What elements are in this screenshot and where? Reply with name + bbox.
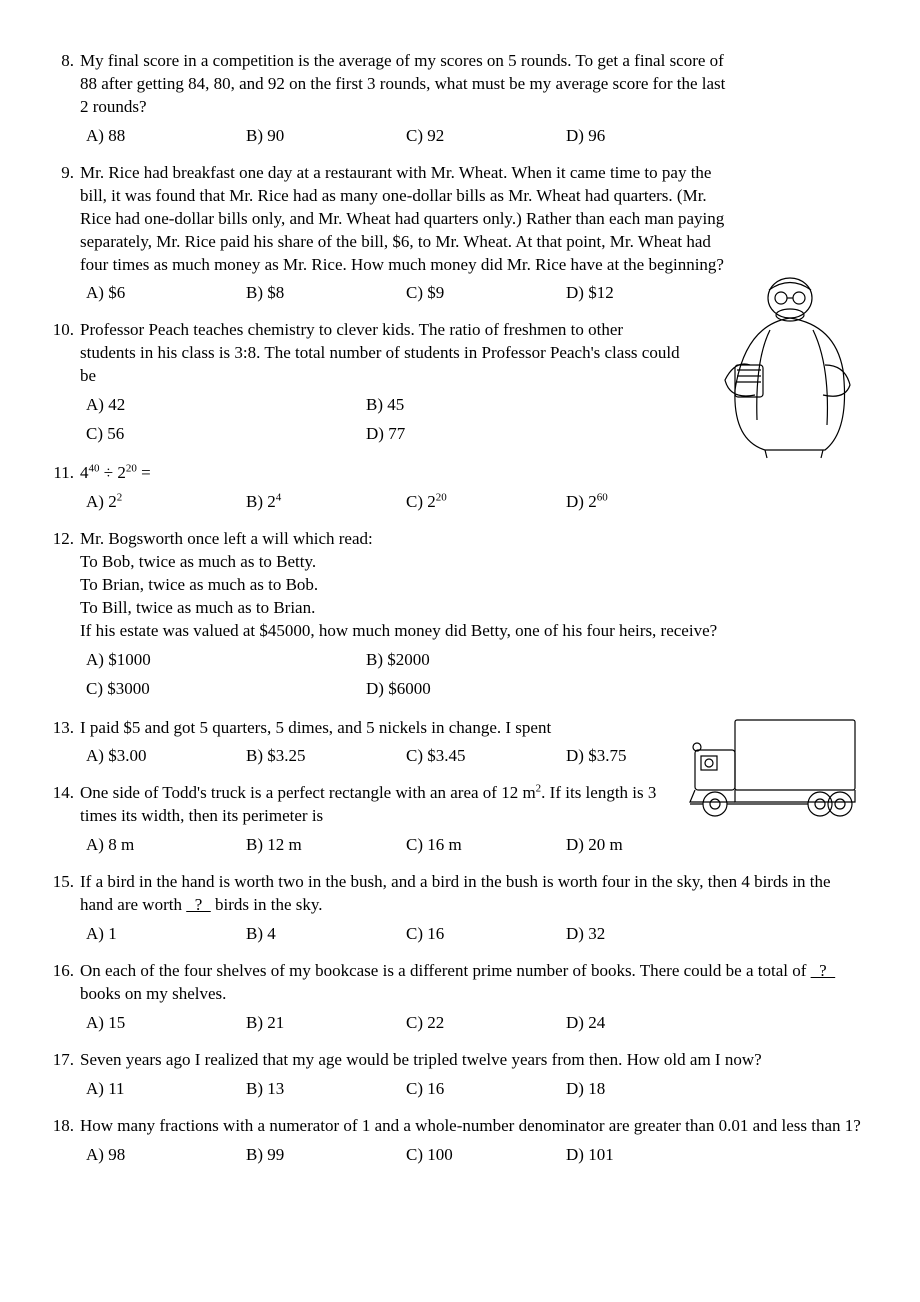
answer-choices: A) 11 B) 13 C) 16 D) 18 (80, 1078, 865, 1101)
choice-a: A) 1 (86, 923, 246, 946)
choice-b: B) 4 (246, 923, 406, 946)
question-18: 18. How many fractions with a numerator … (50, 1115, 865, 1171)
text-line: Mr. Bogsworth once left a will which rea… (80, 528, 865, 551)
choice-d: D) 20 m (566, 834, 726, 857)
question-number: 13. (50, 717, 80, 740)
text-line: To Bill, twice as much as to Brian. (80, 597, 865, 620)
question-11: 11. 440 ÷ 220 = A) 22 B) 24 C) 220 D) 26… (50, 462, 865, 518)
question-text: 440 ÷ 220 = (80, 462, 865, 485)
choice-a: A) 11 (86, 1078, 246, 1101)
question-text: On each of the four shelves of my bookca… (80, 960, 865, 1006)
answer-choices: A) 1 B) 4 C) 16 D) 32 (80, 923, 865, 946)
question-number: 9. (50, 162, 80, 185)
choice-a: A) 98 (86, 1144, 246, 1167)
choice-a: A) 8 m (86, 834, 246, 857)
question-number: 11. (50, 462, 80, 485)
choice-d: D) 18 (566, 1078, 726, 1101)
question-text: My final score in a competition is the a… (80, 50, 726, 119)
question-number: 17. (50, 1049, 80, 1072)
choice-b: B) $8 (246, 282, 406, 305)
answer-choices: A) $3.00 B) $3.25 C) $3.45 D) $3.75 (80, 745, 726, 768)
choice-b: B) 24 (246, 491, 406, 514)
choice-c: C) 220 (406, 491, 566, 514)
choice-a: A) 88 (86, 125, 246, 148)
choice-a: A) 42 (86, 394, 366, 417)
question-text: One side of Todd's truck is a perfect re… (80, 782, 660, 828)
choice-c: C) 16 (406, 923, 566, 946)
choice-d: D) $3.75 (566, 745, 726, 768)
choice-a: A) $3.00 (86, 745, 246, 768)
choice-b: B) $2000 (366, 649, 646, 672)
text-line: To Brian, twice as much as to Bob. (80, 574, 865, 597)
choice-b: B) 21 (246, 1012, 406, 1035)
choice-d: D) $12 (566, 282, 726, 305)
choice-c: C) $9 (406, 282, 566, 305)
question-text: How many fractions with a numerator of 1… (80, 1115, 865, 1138)
question-17: 17. Seven years ago I realized that my a… (50, 1049, 865, 1105)
choice-b: B) 99 (246, 1144, 406, 1167)
choice-d: D) 32 (566, 923, 726, 946)
choice-b: B) 45 (366, 394, 646, 417)
question-15: 15. If a bird in the hand is worth two i… (50, 871, 865, 950)
choice-c: C) 16 m (406, 834, 566, 857)
text-line: If his estate was valued at $45000, how … (80, 620, 865, 643)
question-16: 16. On each of the four shelves of my bo… (50, 960, 865, 1039)
question-number: 8. (50, 50, 80, 73)
choice-a: A) $6 (86, 282, 246, 305)
question-text: I paid $5 and got 5 quarters, 5 dimes, a… (80, 717, 726, 740)
choice-a: A) 15 (86, 1012, 246, 1035)
choice-b: B) 12 m (246, 834, 406, 857)
question-text: Mr. Bogsworth once left a will which rea… (80, 528, 865, 643)
question-number: 14. (50, 782, 80, 805)
choice-d: D) 77 (366, 423, 646, 446)
choice-a: A) $1000 (86, 649, 366, 672)
answer-choices: A) 42 B) 45 C) 56 D) 77 (80, 394, 685, 446)
question-number: 18. (50, 1115, 80, 1138)
answer-choices: A) 8 m B) 12 m C) 16 m D) 20 m (80, 834, 726, 857)
question-text: Mr. Rice had breakfast one day at a rest… (80, 162, 726, 277)
choice-b: B) 13 (246, 1078, 406, 1101)
question-number: 15. (50, 871, 80, 894)
choice-a: A) 22 (86, 491, 246, 514)
answer-choices: A) 98 B) 99 C) 100 D) 101 (80, 1144, 865, 1167)
text-line: To Bob, twice as much as to Betty. (80, 551, 865, 574)
choice-b: B) 90 (246, 125, 406, 148)
answer-choices: A) 22 B) 24 C) 220 D) 260 (80, 491, 865, 514)
question-8: 8. My final score in a competition is th… (50, 50, 865, 152)
choice-d: D) 101 (566, 1144, 726, 1167)
choice-c: C) 100 (406, 1144, 566, 1167)
question-text: Seven years ago I realized that my age w… (80, 1049, 865, 1072)
choice-d: D) 260 (566, 491, 726, 514)
choice-c: C) $3.45 (406, 745, 566, 768)
choice-b: B) $3.25 (246, 745, 406, 768)
choice-d: D) 24 (566, 1012, 726, 1035)
choice-c: C) 22 (406, 1012, 566, 1035)
question-number: 16. (50, 960, 80, 983)
answer-choices: A) $6 B) $8 C) $9 D) $12 (80, 282, 726, 305)
question-number: 12. (50, 528, 80, 551)
choice-d: D) $6000 (366, 678, 646, 701)
question-text: Professor Peach teaches chemistry to cle… (80, 319, 680, 388)
question-number: 10. (50, 319, 80, 342)
answer-choices: A) 88 B) 90 C) 92 D) 96 (80, 125, 726, 148)
choice-c: C) 56 (86, 423, 366, 446)
choice-d: D) 96 (566, 125, 726, 148)
question-12: 12. Mr. Bogsworth once left a will which… (50, 528, 865, 707)
choice-c: C) $3000 (86, 678, 366, 701)
question-text: If a bird in the hand is worth two in th… (80, 871, 865, 917)
choice-c: C) 92 (406, 125, 566, 148)
answer-choices: A) $1000 B) $2000 C) $3000 D) $6000 (80, 649, 865, 701)
choice-c: C) 16 (406, 1078, 566, 1101)
answer-choices: A) 15 B) 21 C) 22 D) 24 (80, 1012, 865, 1035)
